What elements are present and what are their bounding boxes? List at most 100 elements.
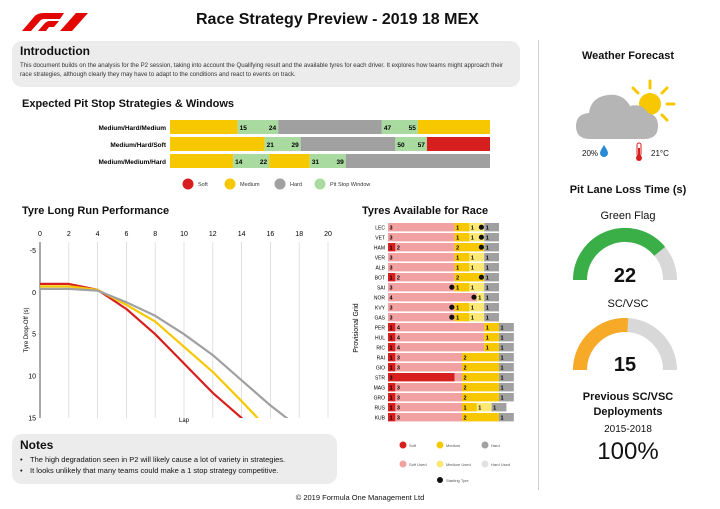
footer-copyright: © 2019 Formula One Management Ltd [295,493,425,502]
driver-label: LEC [375,225,385,231]
tyres-legend-medium_used [436,460,444,468]
tyre-cell-soft_used [454,373,462,382]
tyres-legend-medium [436,441,444,449]
tyre-count: 1 [471,225,474,231]
tyre-count: 3 [397,365,400,371]
tyre-cell-medium [462,383,499,392]
tyre-cell-medium [484,323,499,332]
y-tick-label: 5 [32,332,36,339]
tyre-count: 1 [478,405,481,411]
tyre-count: 3 [390,285,393,291]
tyre-cell-soft [388,403,396,412]
gauge-fill [573,227,666,281]
tyre-count: 1 [471,235,474,241]
x-tick-label: 16 [267,231,275,238]
green-flag-label: Green Flag [600,210,656,222]
tyre-count: 1 [486,285,489,291]
strategy-segment-hard [345,154,490,168]
tyre-count: 2 [397,275,400,281]
legend-label: Pit Stop Window [330,182,370,188]
tyre-cell-hard [499,323,514,332]
starting-tyre-marker [478,234,484,240]
tyre-count: 1 [471,255,474,261]
rain-drop-icon [600,145,608,157]
tyre-count: 1 [486,255,489,261]
weather-title: Weather Forecast [581,50,675,62]
tyre-cell-medium [454,233,470,242]
tyre-cell-soft_used [395,323,485,332]
starting-tyre-marker [449,314,455,320]
strategy-segment-soft [426,137,490,151]
x-tick-label: 8 [153,231,157,238]
tyre-cell-medium [454,223,470,232]
tyre-count: 1 [501,325,504,331]
driver-label: GIO [376,365,385,371]
tyre-cell-medium_used [469,223,485,232]
tyre-count: 1 [390,395,393,401]
tyre-cell-soft_used [395,363,462,372]
tyre-cell-medium [454,303,470,312]
driver-label: MAG [374,385,386,391]
strategy-segment-window [264,137,301,151]
tyre-cell-soft_used [388,263,455,272]
rain-chance: 20% [582,149,599,158]
tyre-cell-soft [388,333,396,342]
window-end-label: 29 [291,142,299,149]
tyre-cell-medium [454,313,470,322]
tyre-count: 2 [456,275,459,281]
tyres-legend-label: Soft [409,443,417,448]
tyre-count: 1 [390,365,393,371]
weather-cloud-sun-icon [576,79,676,139]
tyre-cell-hard [484,283,499,292]
tyre-count: 1 [456,305,459,311]
tyre-cell-soft_used [388,253,455,262]
pitlane-title: Pit Lane Loss Time (s) [569,184,687,196]
tyre-cell-soft_used [388,313,455,322]
window-end-label: 55 [409,125,417,132]
tyres-legend-label: Soft Used [409,462,427,467]
series-line-medium [40,285,259,418]
tyre-count: 3 [390,375,393,381]
starting-tyre-marker [449,284,455,290]
tyre-count: 4 [397,345,401,351]
tyre-count: 3 [390,235,393,241]
tyre-count: 2 [464,385,467,391]
tyre-cell-soft_used [395,273,455,282]
long-run-chart: 0 2 4 6 8 10 12 14 16 18 20 -5 0 5 10 15 Tyre Drop-Off (… [24,231,332,424]
tyre-count: 1 [390,345,393,351]
legend-label: Hard [290,182,302,188]
window-end-label: 39 [337,159,345,166]
tyre-count: 1 [390,245,393,251]
tyre-count: 1 [471,285,474,291]
notes-title: Notes [20,438,54,452]
green-flag-gauge [573,227,677,281]
tyre-count: 1 [486,275,489,281]
tyre-cell-medium [454,263,470,272]
tyre-count: 1 [486,315,489,321]
tyre-count: 1 [456,255,459,261]
tyre-cell-hard [499,343,514,352]
tyre-count: 1 [501,345,504,351]
tyre-count: 2 [464,375,467,381]
strategy-segment-medium [170,137,265,151]
starting-tyre-marker [471,294,477,300]
tyre-count: 1 [464,405,467,411]
strategy-segment-medium [170,120,238,134]
x-tick-label: 18 [295,231,303,238]
tyre-cell-medium [462,403,477,412]
tyre-count: 1 [456,225,459,231]
tyres-legend-label: Hard [491,443,500,448]
divider [538,40,539,490]
tyre-cell-hard [484,223,499,232]
tyre-cell-soft_used [388,223,455,232]
intro-text: This document builds on the analysis for… [20,62,504,78]
tyre-cell-soft [388,343,396,352]
driver-label: RAI [377,355,385,361]
tyre-count: 2 [464,415,467,421]
tyres-y-label: Provisional Grid [353,303,360,353]
tyres-legend-label: Starting Tyre [446,478,469,483]
green-flag-value: 22 [613,265,637,287]
tyre-count: 1 [471,305,474,311]
tyre-cell-hard [499,353,514,362]
